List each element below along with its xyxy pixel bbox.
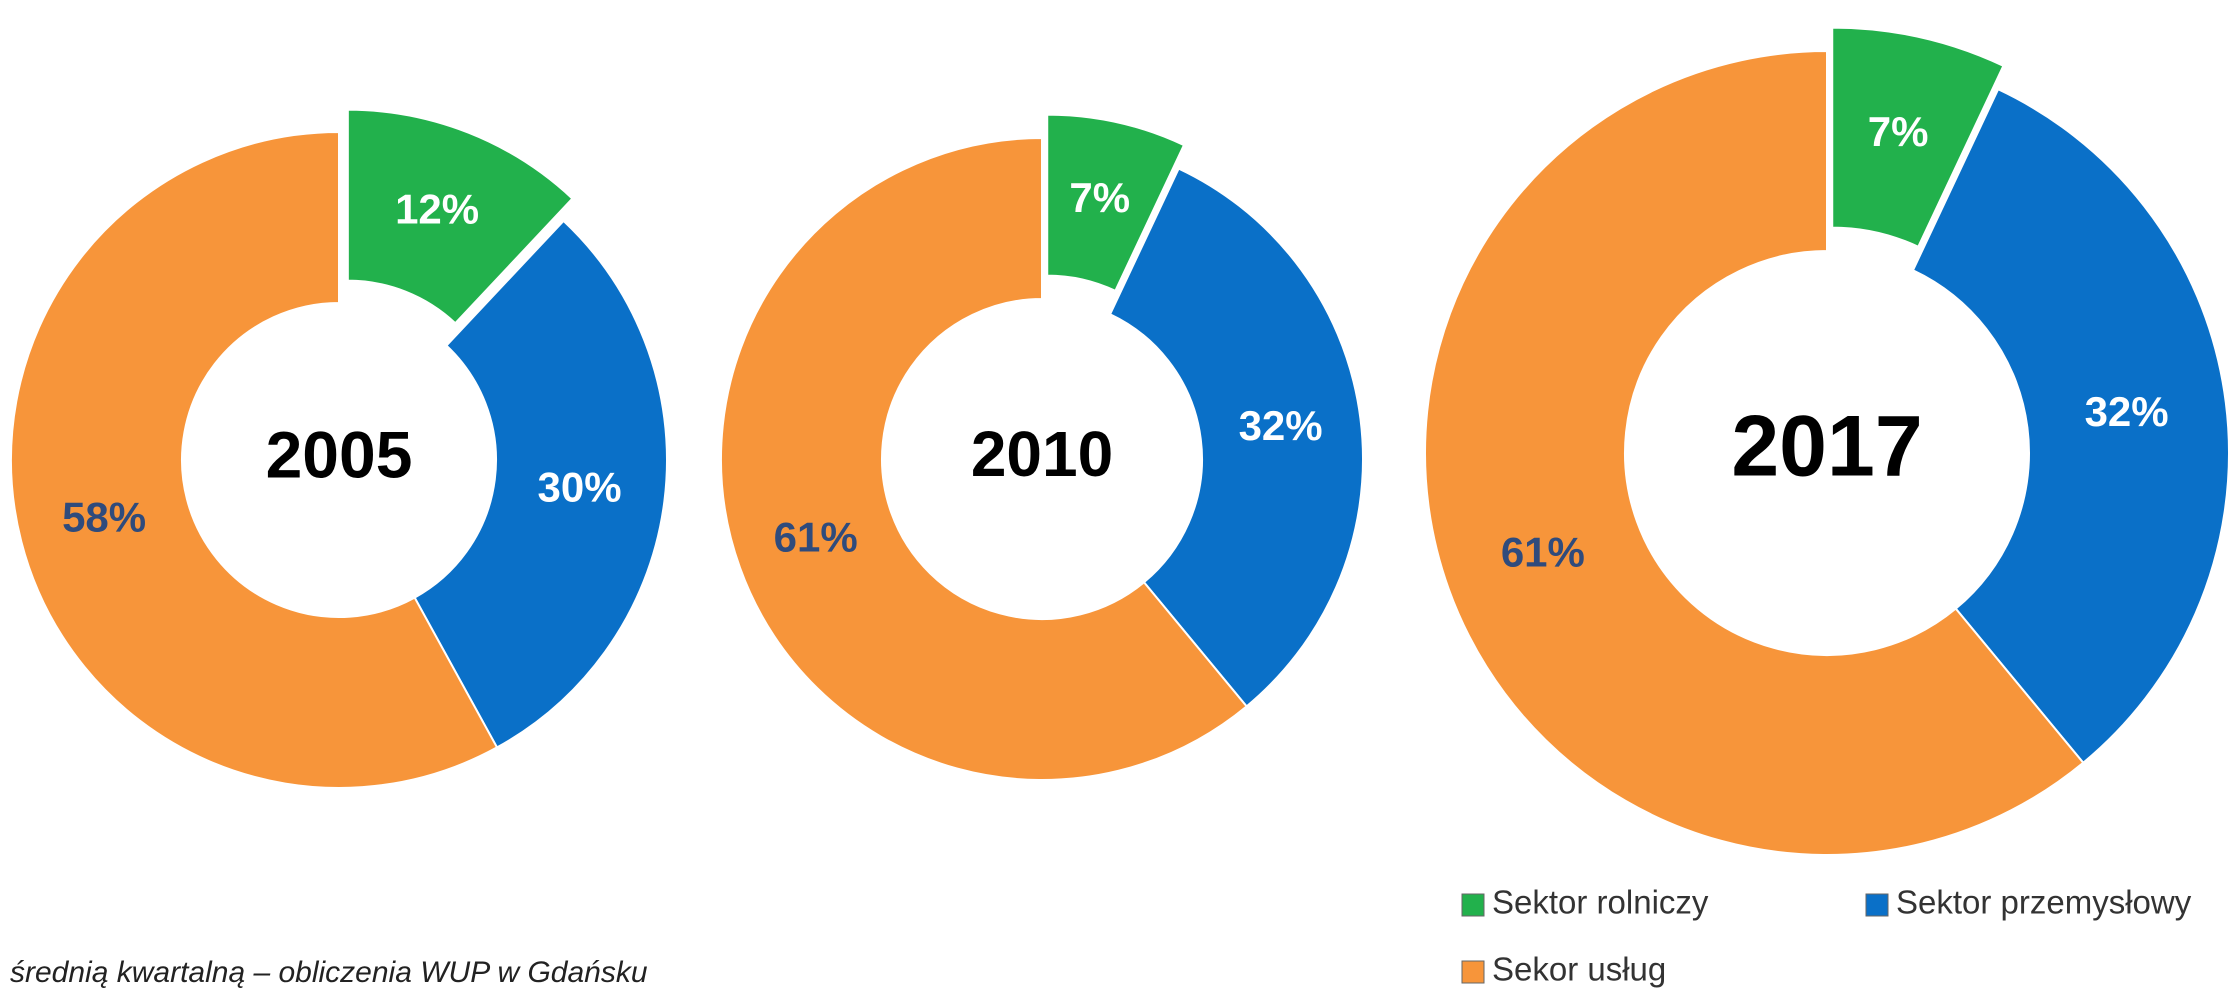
legend-swatch (1461, 960, 1485, 984)
data-label: 7% (1069, 174, 1130, 221)
donut-slice (719, 136, 1249, 781)
legend-swatch (1865, 893, 1889, 917)
data-label: 12% (395, 185, 479, 232)
donut-slice (1046, 113, 1186, 293)
data-label: 61% (1501, 528, 1585, 575)
legend-label: Sektor rolniczy (1492, 884, 1709, 921)
data-label: 7% (1868, 108, 1929, 155)
data-label: 32% (1239, 402, 1323, 449)
data-label: 61% (774, 514, 858, 561)
center-title: 2010 (971, 418, 1113, 490)
center-title: 2005 (266, 417, 413, 491)
donut-slice (413, 219, 668, 749)
legend-label: Sektor przemysłowy (1896, 884, 2192, 921)
legend-swatch (1461, 893, 1485, 917)
legend-label: Sekor usług (1492, 951, 1666, 988)
donut-slice (10, 130, 499, 789)
data-label: 58% (62, 493, 146, 540)
donut-slice (346, 108, 574, 325)
data-label: 32% (2085, 388, 2169, 435)
donut-slice (1108, 167, 1364, 708)
donut-slice (1911, 87, 2230, 765)
footnote: średnią kwartalną – obliczenia WUP w Gda… (10, 956, 648, 989)
data-label: 30% (538, 463, 622, 510)
center-title: 2017 (1731, 399, 1922, 495)
donut-slice (1423, 49, 2085, 856)
donut-slice (1831, 26, 2005, 249)
